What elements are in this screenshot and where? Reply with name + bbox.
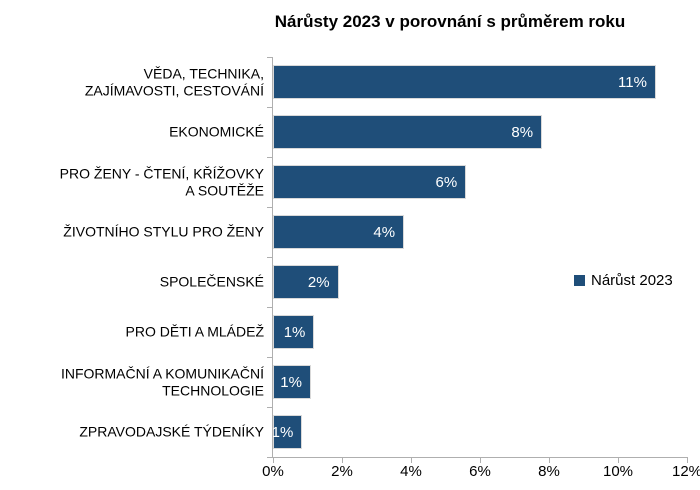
y-axis-tick — [267, 207, 272, 208]
x-axis-tick — [618, 457, 619, 463]
x-axis-tick-label: 4% — [400, 463, 422, 480]
bar: 1% — [273, 365, 311, 399]
bar: 4% — [273, 215, 405, 249]
x-axis-tick-label: 12% — [671, 463, 700, 480]
bar-value-label: 11% — [618, 73, 647, 91]
bar: 11% — [273, 65, 656, 99]
x-axis-tick — [687, 457, 688, 463]
bar-value-label: 8% — [511, 123, 534, 141]
bar-value-label: 6% — [435, 173, 458, 191]
bar-value-label: 4% — [373, 223, 396, 241]
x-axis-tick-label: 8% — [538, 463, 560, 480]
category-label: ZPRAVODAJSKÉ TÝDENÍKY — [79, 423, 264, 440]
x-axis-tick-label: 0% — [262, 463, 284, 480]
x-axis-tick-label: 6% — [469, 463, 491, 480]
bar: 1% — [273, 315, 315, 349]
y-axis-tick — [267, 357, 272, 358]
y-axis-tick — [267, 57, 272, 58]
category-label: SPOLEČENSKÉ — [159, 273, 264, 290]
category-label: EKONOMICKÉ — [169, 123, 264, 140]
bar: 6% — [273, 165, 467, 199]
x-axis-tick-label: 2% — [331, 463, 353, 480]
x-axis-tick — [273, 457, 274, 463]
y-axis-line — [272, 57, 273, 457]
y-axis-tick — [267, 407, 272, 408]
x-axis-tick-label: 10% — [602, 463, 634, 480]
x-axis-tick — [480, 457, 481, 463]
category-label: VĚDA, TECHNIKA, ZAJÍMAVOSTI, CESTOVÁNÍ — [84, 65, 264, 98]
bar: 8% — [273, 115, 543, 149]
bar: 2% — [273, 265, 339, 299]
y-axis-tick — [267, 107, 272, 108]
chart-title: Nárůsty 2023 v porovnání s průměrem roku — [274, 12, 626, 31]
x-axis-tick — [411, 457, 412, 463]
category-label: PRO DĚTI A MLÁDEŽ — [125, 323, 264, 340]
bar-value-label: 1% — [271, 423, 294, 441]
bar: 1% — [271, 415, 303, 449]
y-axis-tick — [267, 257, 272, 258]
category-label: INFORMAČNÍ A KOMUNIKAČNÍ TECHNOLOGIE — [60, 365, 264, 398]
bar-value-label: 2% — [307, 273, 330, 291]
legend-swatch-icon — [574, 275, 585, 286]
x-axis-tick — [342, 457, 343, 463]
y-axis-tick — [267, 457, 272, 458]
category-label: PRO ŽENY - ČTENÍ, KŘÍŽOVKY A SOUTĚŽE — [59, 165, 264, 198]
legend: Nárůst 2023 — [574, 272, 673, 289]
y-axis-tick — [267, 157, 272, 158]
category-label: ŽIVOTNÍHO STYLU PRO ŽENY — [63, 223, 264, 240]
legend-label: Nárůst 2023 — [591, 272, 673, 289]
bar-value-label: 1% — [283, 323, 306, 341]
x-axis-tick — [549, 457, 550, 463]
y-axis-tick — [267, 307, 272, 308]
bar-value-label: 1% — [280, 373, 302, 391]
x-axis-line — [272, 457, 687, 458]
